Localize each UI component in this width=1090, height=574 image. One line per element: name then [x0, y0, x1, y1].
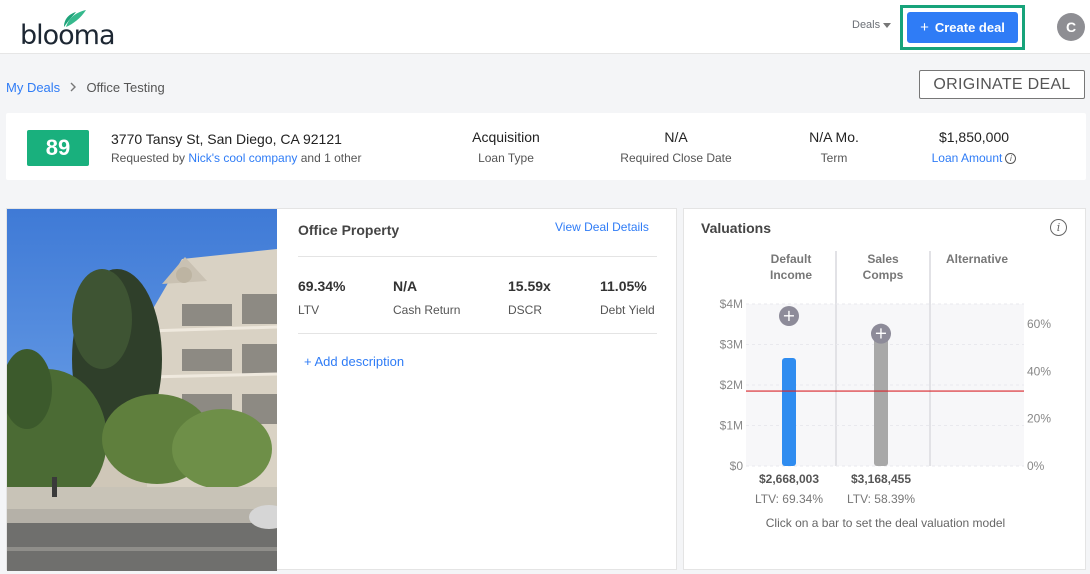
metric-value: 69.34%	[298, 278, 346, 294]
chevron-right-icon	[70, 82, 76, 92]
valuation-bar[interactable]	[874, 337, 888, 466]
stat-value: Acquisition	[472, 129, 540, 145]
bar-ltv-label: LTV: 58.39%	[847, 492, 915, 506]
caret-down-icon	[883, 22, 892, 28]
stat-loan-type: Acquisition Loan Type	[451, 129, 561, 165]
metric-label: LTV	[298, 303, 320, 317]
add-valuation-icon[interactable]	[779, 306, 799, 326]
property-photo	[7, 209, 277, 571]
y2-tick-label: 0%	[1027, 459, 1045, 473]
deal-address: 3770 Tansy St, San Diego, CA 92121	[111, 131, 342, 147]
add-description-link[interactable]: + Add description	[304, 354, 405, 369]
y2-tick-label: 60%	[1027, 317, 1051, 331]
plus-icon: +	[782, 306, 795, 325]
loan-amount-link[interactable]: Loan Amount i	[924, 151, 1024, 165]
info-icon[interactable]: i	[1050, 219, 1067, 236]
breadcrumb: My Deals Office Testing	[6, 80, 165, 95]
metric-label: Debt Yield	[600, 303, 655, 317]
metric-value: 11.05%	[600, 278, 647, 294]
stat-label: Loan Amount	[931, 151, 1003, 165]
create-deal-highlight: + Create deal	[900, 5, 1025, 50]
stat-label: Loan Type	[478, 151, 534, 165]
stat-value: $1,850,000	[938, 129, 1010, 145]
metric-ltv: 69.34% LTV	[298, 278, 345, 317]
valuation-bar[interactable]	[782, 357, 796, 466]
column-header: Comps	[863, 268, 904, 282]
deal-summary-bar: 89 3770 Tansy St, San Diego, CA 92121 Re…	[6, 113, 1086, 180]
building-photo-image	[7, 209, 277, 571]
stat-label: Required Close Date	[620, 151, 732, 165]
y-tick-label: $3M	[720, 338, 743, 352]
metric-label: DSCR	[508, 303, 543, 317]
metric-dscr: 15.59x DSCR	[508, 278, 551, 317]
column-header: Alternative	[946, 252, 1008, 266]
metric-cash-return: N/A Cash Return	[393, 278, 460, 317]
metric-value: 15.59x	[508, 278, 551, 294]
column-header: Income	[770, 268, 812, 282]
y-tick-label: $2M	[720, 378, 743, 392]
y2-tick-label: 20%	[1027, 412, 1051, 426]
blooma-logo[interactable]: blooma	[20, 8, 120, 51]
requested-prefix: Requested by	[111, 151, 186, 165]
requested-by: Requested by Nick's cool company and 1 o…	[111, 151, 361, 165]
bar-value-label: $3,168,455	[851, 472, 911, 486]
user-avatar[interactable]: C	[1057, 13, 1085, 41]
requested-company-link[interactable]: Nick's cool company	[188, 151, 298, 165]
stat-term: N/A Mo. Term	[784, 129, 884, 165]
valuations-chart: $0 $1M $2M $3M $4M 0% 20% 40% 60% Default Income Sa…	[720, 251, 1051, 506]
column-header: Default	[771, 252, 812, 266]
stat-close-date: N/A Required Close Date	[606, 129, 746, 165]
y2-tick-label: 40%	[1027, 364, 1051, 378]
plus-icon: +	[874, 324, 887, 343]
deal-score-badge: 89	[27, 130, 89, 166]
metric-debt-yield: 11.05% Debt Yield	[600, 278, 655, 317]
breadcrumb-my-deals[interactable]: My Deals	[6, 80, 61, 95]
bar-ltv-label: LTV: 69.34%	[755, 492, 823, 506]
deals-dropdown[interactable]: Deals	[852, 19, 892, 31]
stat-value: N/A	[664, 129, 688, 145]
view-deal-details-link[interactable]: View Deal Details	[555, 220, 649, 234]
y-tick-label: $0	[730, 459, 744, 473]
deals-dropdown-label: Deals	[852, 19, 881, 31]
stat-label: Term	[820, 151, 848, 165]
stat-loan-amount: $1,850,000 Loan Amount i	[924, 129, 1024, 165]
metric-value: N/A	[393, 278, 418, 294]
column-header: Sales	[867, 252, 899, 266]
valuations-card: Valuations i $0 $1M $2M $3M $4M 0% 20% 40% 60% De…	[683, 208, 1086, 570]
stat-value: N/A Mo.	[809, 129, 859, 145]
metric-label: Cash Return	[393, 303, 461, 317]
create-deal-button[interactable]: + Create deal	[907, 12, 1018, 43]
property-type-title: Office Property	[298, 222, 400, 238]
y-tick-label: $1M	[720, 419, 743, 433]
valuations-footnote: Click on a bar to set the deal valuation…	[765, 516, 1006, 530]
divider	[298, 256, 657, 257]
requested-suffix: and 1 other	[300, 151, 362, 165]
logo-text: blooma	[20, 20, 116, 51]
bar-value-label: $2,668,003	[759, 472, 819, 486]
create-deal-label: Create deal	[934, 20, 1005, 35]
leaf-icon	[64, 10, 86, 27]
originate-deal-button[interactable]: ORIGINATE DEAL	[919, 70, 1085, 99]
y-tick-label: $4M	[720, 297, 743, 311]
valuations-title: Valuations	[701, 220, 772, 236]
property-card: Office Property View Deal Details 69.34%…	[6, 208, 677, 571]
add-valuation-icon[interactable]	[871, 323, 891, 344]
info-icon[interactable]: i	[1005, 153, 1017, 165]
top-bar: blooma Deals + Create deal C	[0, 0, 1090, 54]
divider	[298, 333, 657, 334]
breadcrumb-current: Office Testing	[86, 80, 165, 95]
plus-icon: +	[920, 19, 929, 36]
